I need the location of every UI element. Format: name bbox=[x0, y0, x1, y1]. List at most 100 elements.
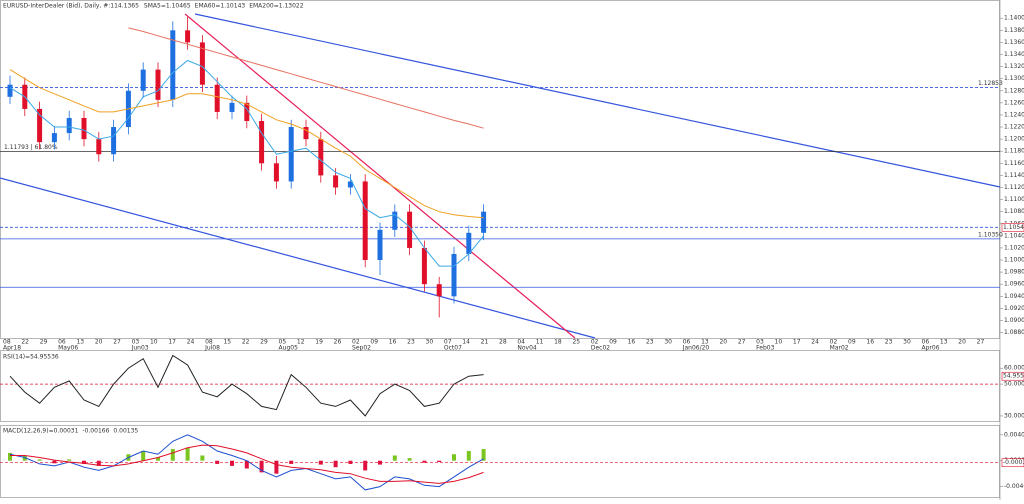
y-tick-label: 1.09600 bbox=[1004, 281, 1024, 288]
y-tick-label: 1.12800 bbox=[1004, 87, 1024, 94]
x-month-label: Mar02 bbox=[830, 345, 849, 352]
x-tick-label: 13 bbox=[940, 339, 948, 346]
x-tick-label: 17 bbox=[168, 339, 176, 346]
histogram-bar bbox=[156, 457, 160, 461]
candle-body bbox=[111, 127, 117, 155]
y-tick-label: 1.09000 bbox=[1004, 317, 1024, 324]
histogram-bar bbox=[407, 458, 412, 461]
histogram-bar bbox=[230, 460, 234, 466]
histogram-bar bbox=[437, 460, 442, 462]
candle-body bbox=[392, 211, 398, 230]
histogram-bar bbox=[8, 452, 12, 461]
candle-body bbox=[466, 232, 472, 254]
x-month-label: Jan06/20 bbox=[682, 345, 710, 352]
y-tick-label: 1.09400 bbox=[1004, 293, 1024, 300]
candle-body bbox=[244, 102, 250, 121]
x-tick-label: 13 bbox=[701, 339, 709, 346]
histogram-bar bbox=[363, 460, 368, 471]
candle-body bbox=[421, 247, 427, 285]
y-tick-label: 1.11600 bbox=[1004, 160, 1024, 167]
value-box bbox=[1001, 371, 1024, 381]
x-tick-label: 14 bbox=[462, 339, 470, 346]
x-tick-label: 24 bbox=[187, 339, 195, 346]
histogram-bar bbox=[422, 460, 427, 463]
x-tick-label: 13 bbox=[76, 339, 84, 346]
current-label: 54.95536 bbox=[1003, 373, 1024, 380]
candle-body bbox=[51, 133, 57, 143]
x-tick-label: 06 bbox=[683, 339, 691, 346]
histogram-bar bbox=[52, 460, 57, 464]
y-tick-label: 1.11400 bbox=[1004, 172, 1024, 179]
y-tick-label: 1.10400 bbox=[1004, 232, 1024, 239]
x-month-label: Feb03 bbox=[756, 345, 774, 352]
x-tick-label: 15 bbox=[223, 339, 231, 346]
y-tick-label: 1.10200 bbox=[1004, 244, 1024, 251]
x-tick-label: 30 bbox=[903, 339, 911, 346]
legend-entry: 0.00135 bbox=[113, 428, 138, 435]
line-label: 1.10350 bbox=[978, 231, 1003, 238]
x-tick-label: 09 bbox=[370, 339, 378, 346]
x-tick-label: 16 bbox=[389, 339, 397, 346]
x-tick-label: 06 bbox=[58, 339, 66, 346]
legend-entry: -0.00166 bbox=[82, 428, 109, 435]
histogram-bar bbox=[185, 447, 190, 461]
y-tick-label: 1.14000 bbox=[1004, 15, 1024, 22]
x-month-label: Dec02 bbox=[591, 345, 610, 352]
histogram-bar bbox=[67, 459, 72, 461]
candle-body bbox=[451, 253, 457, 297]
candle-body bbox=[288, 127, 294, 182]
y-tick-label: 1.09200 bbox=[1004, 305, 1024, 312]
histogram-bar bbox=[215, 460, 220, 464]
x-tick-label: 27 bbox=[977, 339, 985, 346]
line-label: 1.11793 | 61.80% bbox=[4, 144, 58, 151]
histogram-bar bbox=[37, 459, 42, 461]
x-tick-label: 30 bbox=[426, 339, 434, 346]
histogram-bar bbox=[274, 460, 279, 474]
y-tick-label: -0.00400 bbox=[1004, 483, 1024, 490]
histogram-bar bbox=[259, 460, 264, 473]
y-tick-label: 1.13800 bbox=[1004, 27, 1024, 34]
x-tick-label: 05 bbox=[279, 339, 287, 346]
x-tick-label: 17 bbox=[793, 339, 801, 346]
x-month-label: Sep02 bbox=[352, 345, 371, 352]
x-tick-label: 12 bbox=[297, 339, 305, 346]
histogram-bar bbox=[481, 449, 486, 461]
x-tick-label: 19 bbox=[315, 339, 323, 346]
histogram-bar bbox=[82, 460, 86, 464]
histogram-bar bbox=[22, 455, 27, 461]
current-label: -0.00031 bbox=[1003, 459, 1024, 466]
x-tick-label: 20 bbox=[95, 339, 103, 346]
candle-body bbox=[199, 42, 205, 85]
candle-body bbox=[436, 284, 442, 297]
histogram-bar bbox=[170, 449, 175, 461]
x-tick-label: 16 bbox=[866, 339, 874, 346]
histogram-bar bbox=[244, 460, 249, 469]
x-tick-label: 24 bbox=[811, 339, 819, 346]
x-tick-label: 11 bbox=[536, 339, 544, 346]
x-tick-label: 10 bbox=[150, 339, 158, 346]
histogram-bar bbox=[200, 455, 205, 461]
y-tick-label: 30.00000 bbox=[1004, 412, 1024, 419]
x-month-label: Apr18 bbox=[3, 345, 21, 352]
x-tick-label: 10 bbox=[775, 339, 783, 346]
histogram-bar bbox=[466, 450, 471, 461]
x-tick-label: 06 bbox=[922, 339, 930, 346]
candle-body bbox=[377, 229, 383, 261]
y-tick-label: 0.00400 bbox=[1004, 431, 1024, 438]
x-tick-label: 07 bbox=[444, 339, 452, 346]
price-box bbox=[1001, 223, 1024, 232]
legend-entry: RSI(14)=54.95536 bbox=[3, 354, 59, 361]
x-tick-label: 08 bbox=[3, 339, 11, 346]
y-tick-label: 1.11000 bbox=[1004, 196, 1024, 203]
x-tick-label: 09 bbox=[609, 339, 617, 346]
x-tick-label: 20 bbox=[719, 339, 727, 346]
candle-body bbox=[96, 139, 102, 155]
y-tick-label: 1.12600 bbox=[1004, 99, 1024, 106]
x-tick-label: 21 bbox=[481, 339, 489, 346]
x-tick-label: 27 bbox=[113, 339, 121, 346]
histogram-bar bbox=[452, 454, 456, 461]
x-month-label: Jul08 bbox=[204, 345, 220, 352]
x-month-label: Aug05 bbox=[279, 345, 299, 352]
candle-body bbox=[318, 139, 324, 176]
